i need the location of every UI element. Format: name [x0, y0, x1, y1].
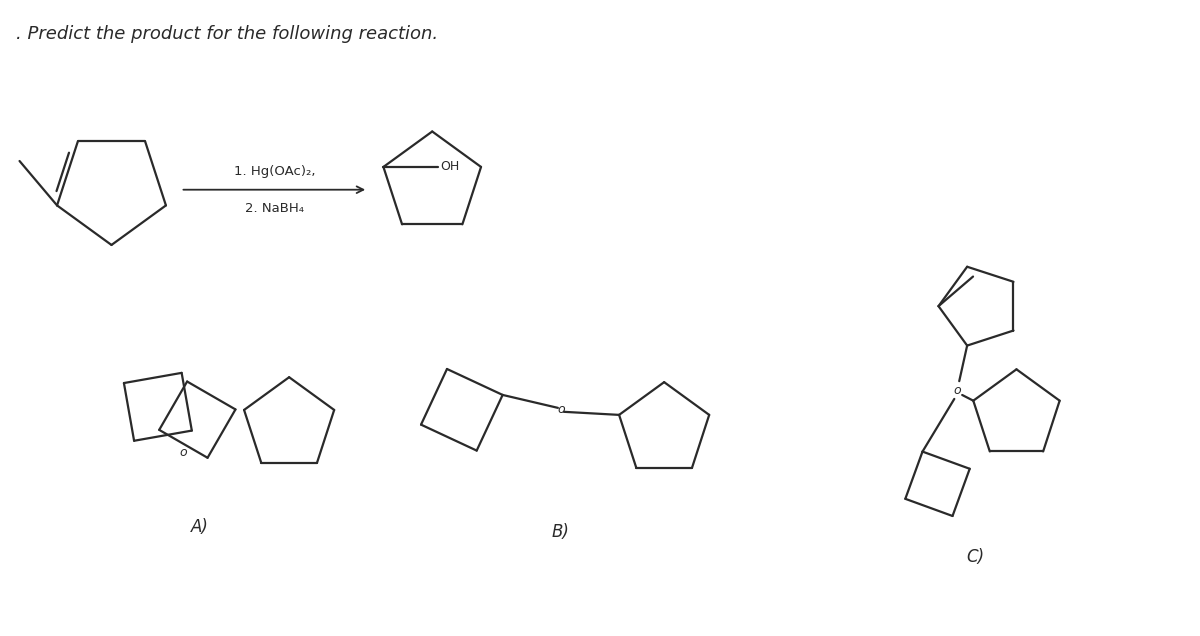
- Text: B): B): [552, 523, 570, 541]
- Text: 2. NaBH₄: 2. NaBH₄: [245, 202, 304, 214]
- Text: A): A): [191, 518, 209, 536]
- Text: OH: OH: [440, 160, 460, 174]
- Text: C): C): [966, 548, 984, 566]
- Text: 1. Hg(OAc)₂,: 1. Hg(OAc)₂,: [234, 165, 316, 178]
- Text: o: o: [954, 384, 961, 396]
- Text: o: o: [557, 403, 565, 417]
- Text: . Predict the product for the following reaction.: . Predict the product for the following …: [16, 25, 438, 43]
- Text: o: o: [180, 446, 187, 459]
